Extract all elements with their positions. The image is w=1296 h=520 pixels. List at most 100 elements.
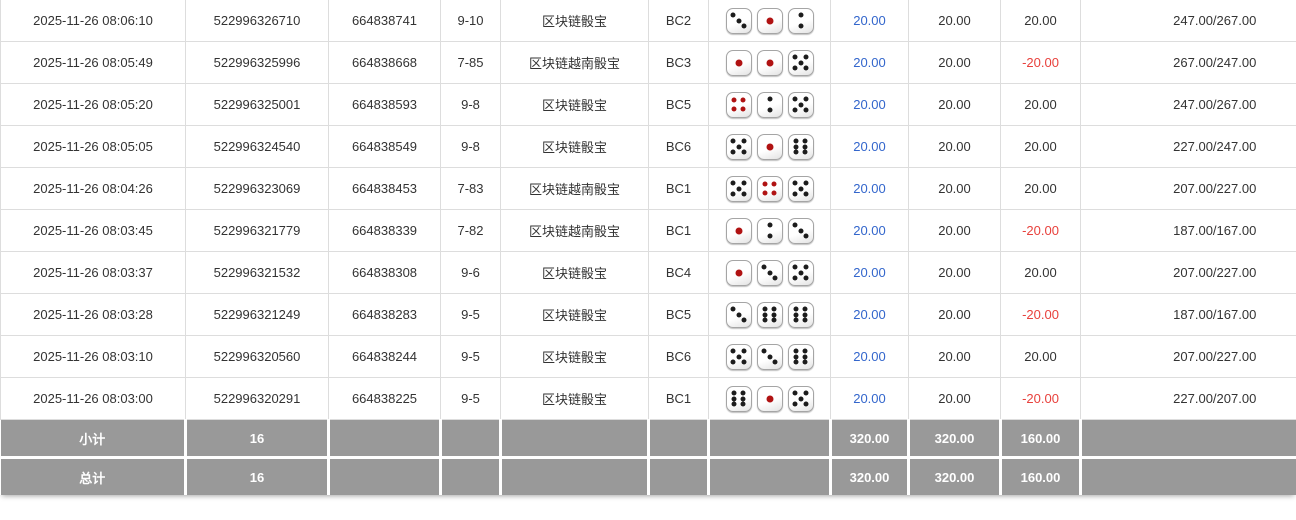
- balance-before-after: 207.00/227.00: [1080, 167, 1296, 210]
- dice-result: [711, 217, 828, 244]
- bet-amount-link[interactable]: 20.00: [853, 139, 886, 154]
- win-loss: 20.00: [1000, 125, 1081, 168]
- summary-winloss-total: 160.00: [1000, 419, 1082, 458]
- table-row: 2025-11-26 08:03:28 522996321249 6648382…: [0, 293, 1296, 336]
- die-3-icon: [787, 217, 814, 244]
- bet-amount-cell: 20.00: [830, 293, 909, 336]
- game-name: 区块链骰宝: [500, 125, 649, 168]
- win-loss: 20.00: [1000, 0, 1081, 42]
- bet-amount-link[interactable]: 20.00: [853, 223, 886, 238]
- summary-label: 小计: [0, 419, 187, 458]
- bet-amount-cell: 20.00: [830, 0, 909, 42]
- bet-id: 522996321532: [185, 251, 329, 294]
- table-code: BC2: [648, 0, 709, 42]
- summary-count: 16: [185, 456, 330, 495]
- bet-id: 522996325996: [185, 41, 329, 84]
- balance-before-after: 227.00/207.00: [1080, 377, 1296, 420]
- win-loss: 20.00: [1000, 251, 1081, 294]
- balance-before-after: 187.00/167.00: [1080, 293, 1296, 336]
- bet-amount-link[interactable]: 20.00: [853, 13, 886, 28]
- die-1-icon: [756, 133, 783, 160]
- bet-time: 2025-11-26 08:05:20: [0, 83, 186, 126]
- bet-id: 522996324540: [185, 125, 329, 168]
- bet-amount-link[interactable]: 20.00: [853, 307, 886, 322]
- win-loss: -20.00: [1000, 377, 1081, 420]
- dice-result: [711, 49, 828, 76]
- die-1-icon: [725, 259, 752, 286]
- game-name: 区块链骰宝: [500, 293, 649, 336]
- dice-result: [711, 301, 828, 328]
- dice-result: [711, 385, 828, 412]
- dice-result-cell: [708, 41, 831, 84]
- dice-result: [711, 343, 828, 370]
- die-6-icon: [725, 385, 752, 412]
- period-number: 9-6: [440, 251, 501, 294]
- summary-count: 16: [185, 419, 330, 458]
- bet-id: 522996320560: [185, 335, 329, 378]
- die-3-icon: [725, 7, 752, 34]
- round-id: 664838668: [328, 41, 441, 84]
- round-id: 664838283: [328, 293, 441, 336]
- die-2-icon: [756, 217, 783, 244]
- summary-valid-total: 320.00: [908, 419, 1002, 458]
- bet-time: 2025-11-26 08:03:00: [0, 377, 186, 420]
- valid-amount: 20.00: [908, 377, 1001, 420]
- bet-amount-cell: 20.00: [830, 125, 909, 168]
- valid-amount: 20.00: [908, 167, 1001, 210]
- table-row: 2025-11-26 08:06:10 522996326710 6648387…: [0, 0, 1296, 42]
- bet-amount-cell: 20.00: [830, 209, 909, 252]
- die-1-icon: [756, 49, 783, 76]
- bet-time: 2025-11-26 08:03:37: [0, 251, 186, 294]
- bet-amount-link[interactable]: 20.00: [853, 391, 886, 406]
- bet-time: 2025-11-26 08:04:26: [0, 167, 186, 210]
- round-id: 664838225: [328, 377, 441, 420]
- dice-result-cell: [708, 209, 831, 252]
- table-row: 2025-11-26 08:04:26 522996323069 6648384…: [0, 167, 1296, 210]
- period-number: 7-83: [440, 167, 501, 210]
- win-loss: 20.00: [1000, 167, 1081, 210]
- period-number: 9-10: [440, 0, 501, 42]
- table-code: BC5: [648, 293, 709, 336]
- game-name: 区块链骰宝: [500, 335, 649, 378]
- period-number: 9-5: [440, 335, 501, 378]
- table-code: BC5: [648, 83, 709, 126]
- die-2-icon: [756, 91, 783, 118]
- table-code: BC1: [648, 209, 709, 252]
- game-name: 区块链越南骰宝: [500, 209, 649, 252]
- game-name: 区块链骰宝: [500, 83, 649, 126]
- period-number: 9-5: [440, 293, 501, 336]
- bet-amount-cell: 20.00: [830, 41, 909, 84]
- die-6-icon: [787, 343, 814, 370]
- bet-amount-link[interactable]: 20.00: [853, 181, 886, 196]
- balance-before-after: 227.00/247.00: [1080, 125, 1296, 168]
- bet-amount-link[interactable]: 20.00: [853, 349, 886, 364]
- bet-amount-link[interactable]: 20.00: [853, 55, 886, 70]
- grand-total-row: 总计 16 320.00 320.00 160.00: [0, 456, 1296, 495]
- bet-id: 522996320291: [185, 377, 329, 420]
- period-number: 9-8: [440, 83, 501, 126]
- balance-before-after: 247.00/267.00: [1080, 0, 1296, 42]
- summary-bet-total: 320.00: [830, 456, 910, 495]
- dice-result-cell: [708, 0, 831, 42]
- die-4-icon: [756, 175, 783, 202]
- bet-amount-link[interactable]: 20.00: [853, 265, 886, 280]
- dice-result-cell: [708, 125, 831, 168]
- round-id: 664838244: [328, 335, 441, 378]
- win-loss: 20.00: [1000, 83, 1081, 126]
- table-row: 2025-11-26 08:05:05 522996324540 6648385…: [0, 125, 1296, 168]
- summary-bet-total: 320.00: [830, 419, 910, 458]
- bet-amount-link[interactable]: 20.00: [853, 97, 886, 112]
- dice-result: [711, 91, 828, 118]
- die-5-icon: [787, 175, 814, 202]
- table-code: BC1: [648, 377, 709, 420]
- dice-result-cell: [708, 377, 831, 420]
- dice-result: [711, 175, 828, 202]
- valid-amount: 20.00: [908, 293, 1001, 336]
- die-6-icon: [787, 133, 814, 160]
- table-row: 2025-11-26 08:03:10 522996320560 6648382…: [0, 335, 1296, 378]
- bet-time: 2025-11-26 08:03:28: [0, 293, 186, 336]
- summary-winloss-total: 160.00: [1000, 456, 1082, 495]
- round-id: 664838593: [328, 83, 441, 126]
- dice-result-cell: [708, 167, 831, 210]
- bet-id: 522996321779: [185, 209, 329, 252]
